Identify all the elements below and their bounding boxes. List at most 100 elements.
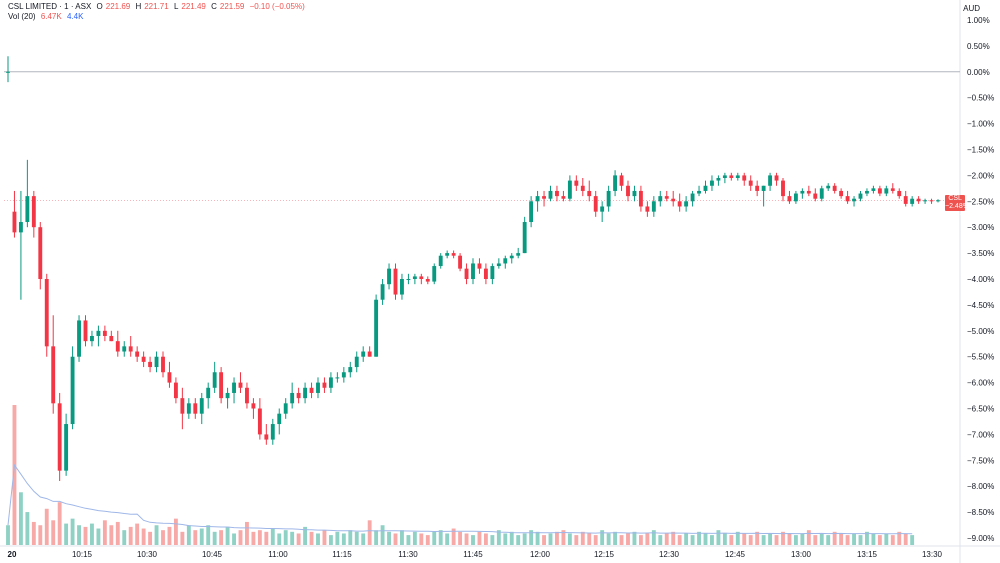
volume-bar: [309, 531, 314, 545]
candle-body: [419, 276, 424, 279]
y-tick-label: −7.00%: [967, 430, 994, 439]
volume-bar: [283, 530, 288, 545]
volume-bar: [490, 535, 495, 545]
candle-body: [212, 372, 217, 388]
volume-bar: [806, 530, 811, 545]
candle-body: [154, 356, 159, 368]
candle-body: [865, 190, 869, 194]
y-tick-label: −6.50%: [967, 405, 994, 414]
volume-bar: [703, 533, 708, 545]
candle-body: [148, 361, 153, 368]
candle-body: [328, 377, 333, 388]
y-tick-label: −4.50%: [967, 301, 994, 310]
candle-body: [871, 188, 876, 191]
candle-body: [884, 188, 889, 194]
candle-body: [122, 346, 127, 352]
y-tick-label: 0.50%: [967, 42, 990, 51]
volume-bar: [574, 535, 579, 545]
candle-body: [852, 198, 856, 202]
candle-body: [180, 398, 185, 414]
candle-body: [593, 196, 598, 212]
candle-body: [903, 196, 908, 204]
candle-body: [471, 263, 475, 279]
volume-bar: [6, 525, 10, 545]
volume-bar: [587, 533, 592, 545]
volume-bar: [290, 531, 295, 545]
candle-body: [651, 201, 656, 212]
candle-body: [477, 263, 482, 269]
volume-bar: [761, 535, 766, 545]
price-tag-symbol: CSL: [948, 195, 962, 202]
candle-body: [606, 190, 611, 207]
candle-body: [684, 201, 689, 207]
candle-body: [522, 222, 527, 254]
candle-body: [658, 196, 663, 202]
volume-bar: [529, 530, 534, 545]
volume-bar: [548, 533, 553, 545]
price-tag-countdown: 00:48: [946, 211, 964, 218]
volume-bar: [690, 535, 695, 545]
x-tick-label: 10:30: [137, 550, 158, 559]
volume-bar: [296, 533, 301, 545]
volume-bar: [626, 533, 630, 545]
volume-bar: [199, 528, 204, 545]
high-label: H: [135, 2, 142, 11]
volume-bar: [335, 531, 340, 545]
y-tick-label: −6.00%: [967, 379, 994, 388]
y-tick-label: −9.00%: [967, 534, 994, 543]
candle-body: [626, 185, 630, 197]
candle-body: [38, 227, 43, 279]
x-tick-label: 13:30: [922, 550, 943, 559]
volume-bar: [903, 533, 908, 545]
change-value: −0.10 (−0.05%): [249, 2, 305, 11]
volume-bar: [458, 531, 463, 545]
candle-body: [548, 190, 553, 199]
candle-body: [406, 279, 411, 280]
candle-body: [245, 387, 249, 404]
candle-body: [710, 180, 714, 186]
low-value: 221.49: [181, 2, 206, 11]
candle-body: [697, 190, 701, 194]
candle-body: [839, 190, 844, 197]
candle-body: [219, 372, 224, 399]
candle-body: [916, 198, 921, 202]
volume-bar: [419, 533, 424, 545]
volume-bar: [593, 535, 598, 545]
volume-bar: [755, 531, 760, 545]
candle-body: [90, 335, 94, 342]
volume-bar: [25, 512, 30, 545]
candle-body: [57, 403, 62, 471]
volume-bar: [632, 531, 637, 545]
volume-bar: [44, 508, 49, 545]
candle-body: [600, 206, 605, 212]
candle-body: [496, 263, 501, 267]
volume-bar: [793, 535, 798, 545]
candle-body: [102, 330, 107, 336]
volume-bar: [412, 531, 417, 545]
volume-bar: [77, 525, 81, 545]
x-tick-label: 11:00: [268, 550, 288, 559]
volume-bar: [438, 530, 443, 545]
candle-body: [6, 71, 10, 73]
volume-bar: [245, 521, 249, 545]
volume-bar: [542, 535, 546, 545]
y-tick-label: 1.00%: [967, 16, 990, 25]
volume-bar: [897, 531, 902, 545]
x-tick-label: 11:45: [463, 550, 483, 559]
candle-body: [664, 196, 669, 199]
x-tick-label: 12:45: [725, 550, 746, 559]
candle-body: [748, 180, 753, 186]
candle-body: [561, 196, 566, 199]
y-tick-label: −7.50%: [967, 456, 994, 465]
candle-body: [819, 188, 824, 199]
candle-body: [897, 190, 902, 197]
volume-bar: [496, 530, 501, 545]
volume-bar: [393, 533, 398, 545]
volume-bar: [884, 533, 889, 545]
candle-body: [96, 330, 101, 336]
candle-body: [832, 185, 837, 191]
candle-body: [503, 258, 508, 264]
candle-body: [761, 185, 766, 191]
